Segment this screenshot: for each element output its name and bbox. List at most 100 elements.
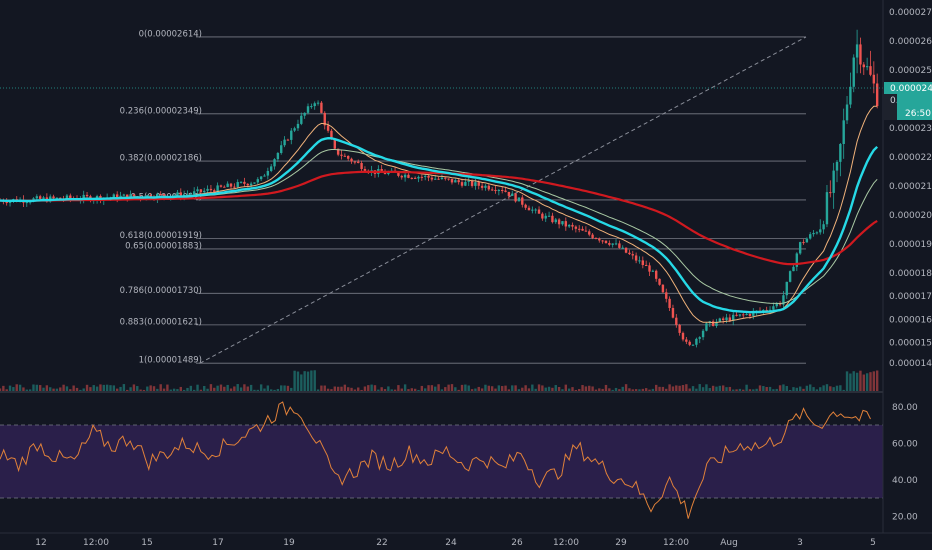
volume-bars (0, 370, 879, 392)
candle-body (591, 234, 594, 238)
volume-bar (300, 374, 303, 392)
volume-bar (313, 370, 316, 392)
candle-body (785, 281, 788, 296)
candle-body (601, 240, 604, 242)
volume-bar (62, 384, 65, 392)
candle-body (534, 209, 537, 211)
volume-bar (440, 389, 444, 392)
volume-bar (12, 387, 15, 392)
candle-body (688, 341, 691, 345)
volume-bar (126, 389, 129, 392)
candle-body (300, 115, 303, 124)
volume-bar (809, 384, 812, 392)
volume-bar (594, 389, 598, 392)
volume-bar (18, 384, 22, 392)
candle-body (280, 145, 283, 153)
candle-body (809, 234, 812, 239)
candle-body (330, 130, 333, 140)
volume-bar (450, 384, 454, 392)
candle-body (718, 318, 722, 322)
volume-bar (306, 371, 310, 392)
volume-bar (189, 385, 193, 392)
volume-bar (377, 389, 380, 392)
volume-bar (470, 389, 474, 392)
candle-body (511, 193, 514, 196)
volume-bar (303, 371, 306, 392)
volume-bar (788, 389, 792, 392)
candle-body (795, 253, 799, 267)
time-scale[interactable]: 12 12:00 15 17 19 22 24 26 12:00 29 12:00 Aug 3 5 (0, 532, 932, 548)
volume-bar (454, 387, 457, 392)
volume-bar (631, 389, 634, 392)
candle-body (417, 176, 420, 179)
price-tick-label: 0.00002700 (889, 8, 932, 18)
candle-body (815, 232, 819, 234)
rsi-pane[interactable] (0, 401, 883, 519)
candle-body (69, 195, 72, 199)
volume-bar (644, 388, 648, 392)
volume-bar (805, 385, 809, 392)
candle-body (316, 102, 320, 104)
volume-bar (675, 385, 678, 392)
volume-bar (819, 387, 822, 392)
candle-body (239, 181, 243, 183)
candle-body (246, 183, 249, 186)
candle-body (203, 190, 206, 193)
candle-body (216, 185, 219, 193)
candle-body (788, 271, 792, 282)
candle-body (236, 182, 239, 187)
volume-bar (534, 388, 537, 392)
volume-bar (467, 385, 470, 392)
candle-body (825, 192, 829, 225)
time-tick-label: 19 (283, 538, 295, 548)
candle-body (229, 183, 233, 187)
candle-body (798, 242, 802, 254)
volume-bar (283, 385, 286, 392)
time-tick-label: 5 (870, 538, 876, 548)
candle-body (313, 103, 316, 107)
time-tick-label: 12 (35, 538, 46, 548)
candle-body (38, 196, 42, 199)
volume-bar (795, 387, 799, 392)
volume-bar (417, 389, 420, 392)
volume-bar (410, 388, 414, 392)
candle-body (819, 229, 822, 233)
countdown-bg (897, 92, 932, 120)
volume-bar (72, 385, 75, 392)
candle-body (306, 106, 310, 113)
candle-body (52, 196, 55, 199)
candle-body (775, 303, 778, 307)
volume-bar (748, 389, 752, 392)
volume-bar (219, 384, 223, 392)
volume-bar (571, 387, 574, 392)
volume-bar (350, 387, 353, 392)
fibonacci-retracement[interactable]: 0(0.00002614) 0.236(0.00002349) 0.382(0.00… (120, 29, 806, 366)
last-price-tag (884, 82, 932, 94)
volume-bar (55, 388, 59, 392)
volume-bar (139, 389, 142, 392)
volume-bar (504, 385, 507, 392)
volume-bar (574, 389, 578, 392)
candle-body (303, 112, 306, 116)
candle-body (494, 189, 497, 192)
price-scale[interactable]: 0.000027000.000026000.000025000.00002400… (882, 0, 932, 533)
candle-body (5, 202, 8, 204)
candle-body (641, 260, 645, 266)
dashed-trendline[interactable] (199, 36, 807, 364)
candle-body (253, 182, 256, 184)
candle-body (728, 317, 732, 321)
candle-body (276, 152, 280, 160)
price-pane[interactable]: 0(0.00002614) 0.236(0.00002349) 0.382(0.00… (0, 29, 883, 392)
volume-bar (373, 385, 377, 392)
volume-bar (584, 386, 588, 392)
volume-bar (732, 389, 735, 392)
candle-body (186, 194, 189, 196)
candle-body (665, 292, 668, 299)
candle-body (132, 194, 136, 197)
candle-body (484, 185, 487, 188)
candle-body (269, 166, 273, 171)
candle-body (233, 186, 236, 188)
candle-body (681, 332, 685, 340)
volume-bar (146, 386, 149, 392)
